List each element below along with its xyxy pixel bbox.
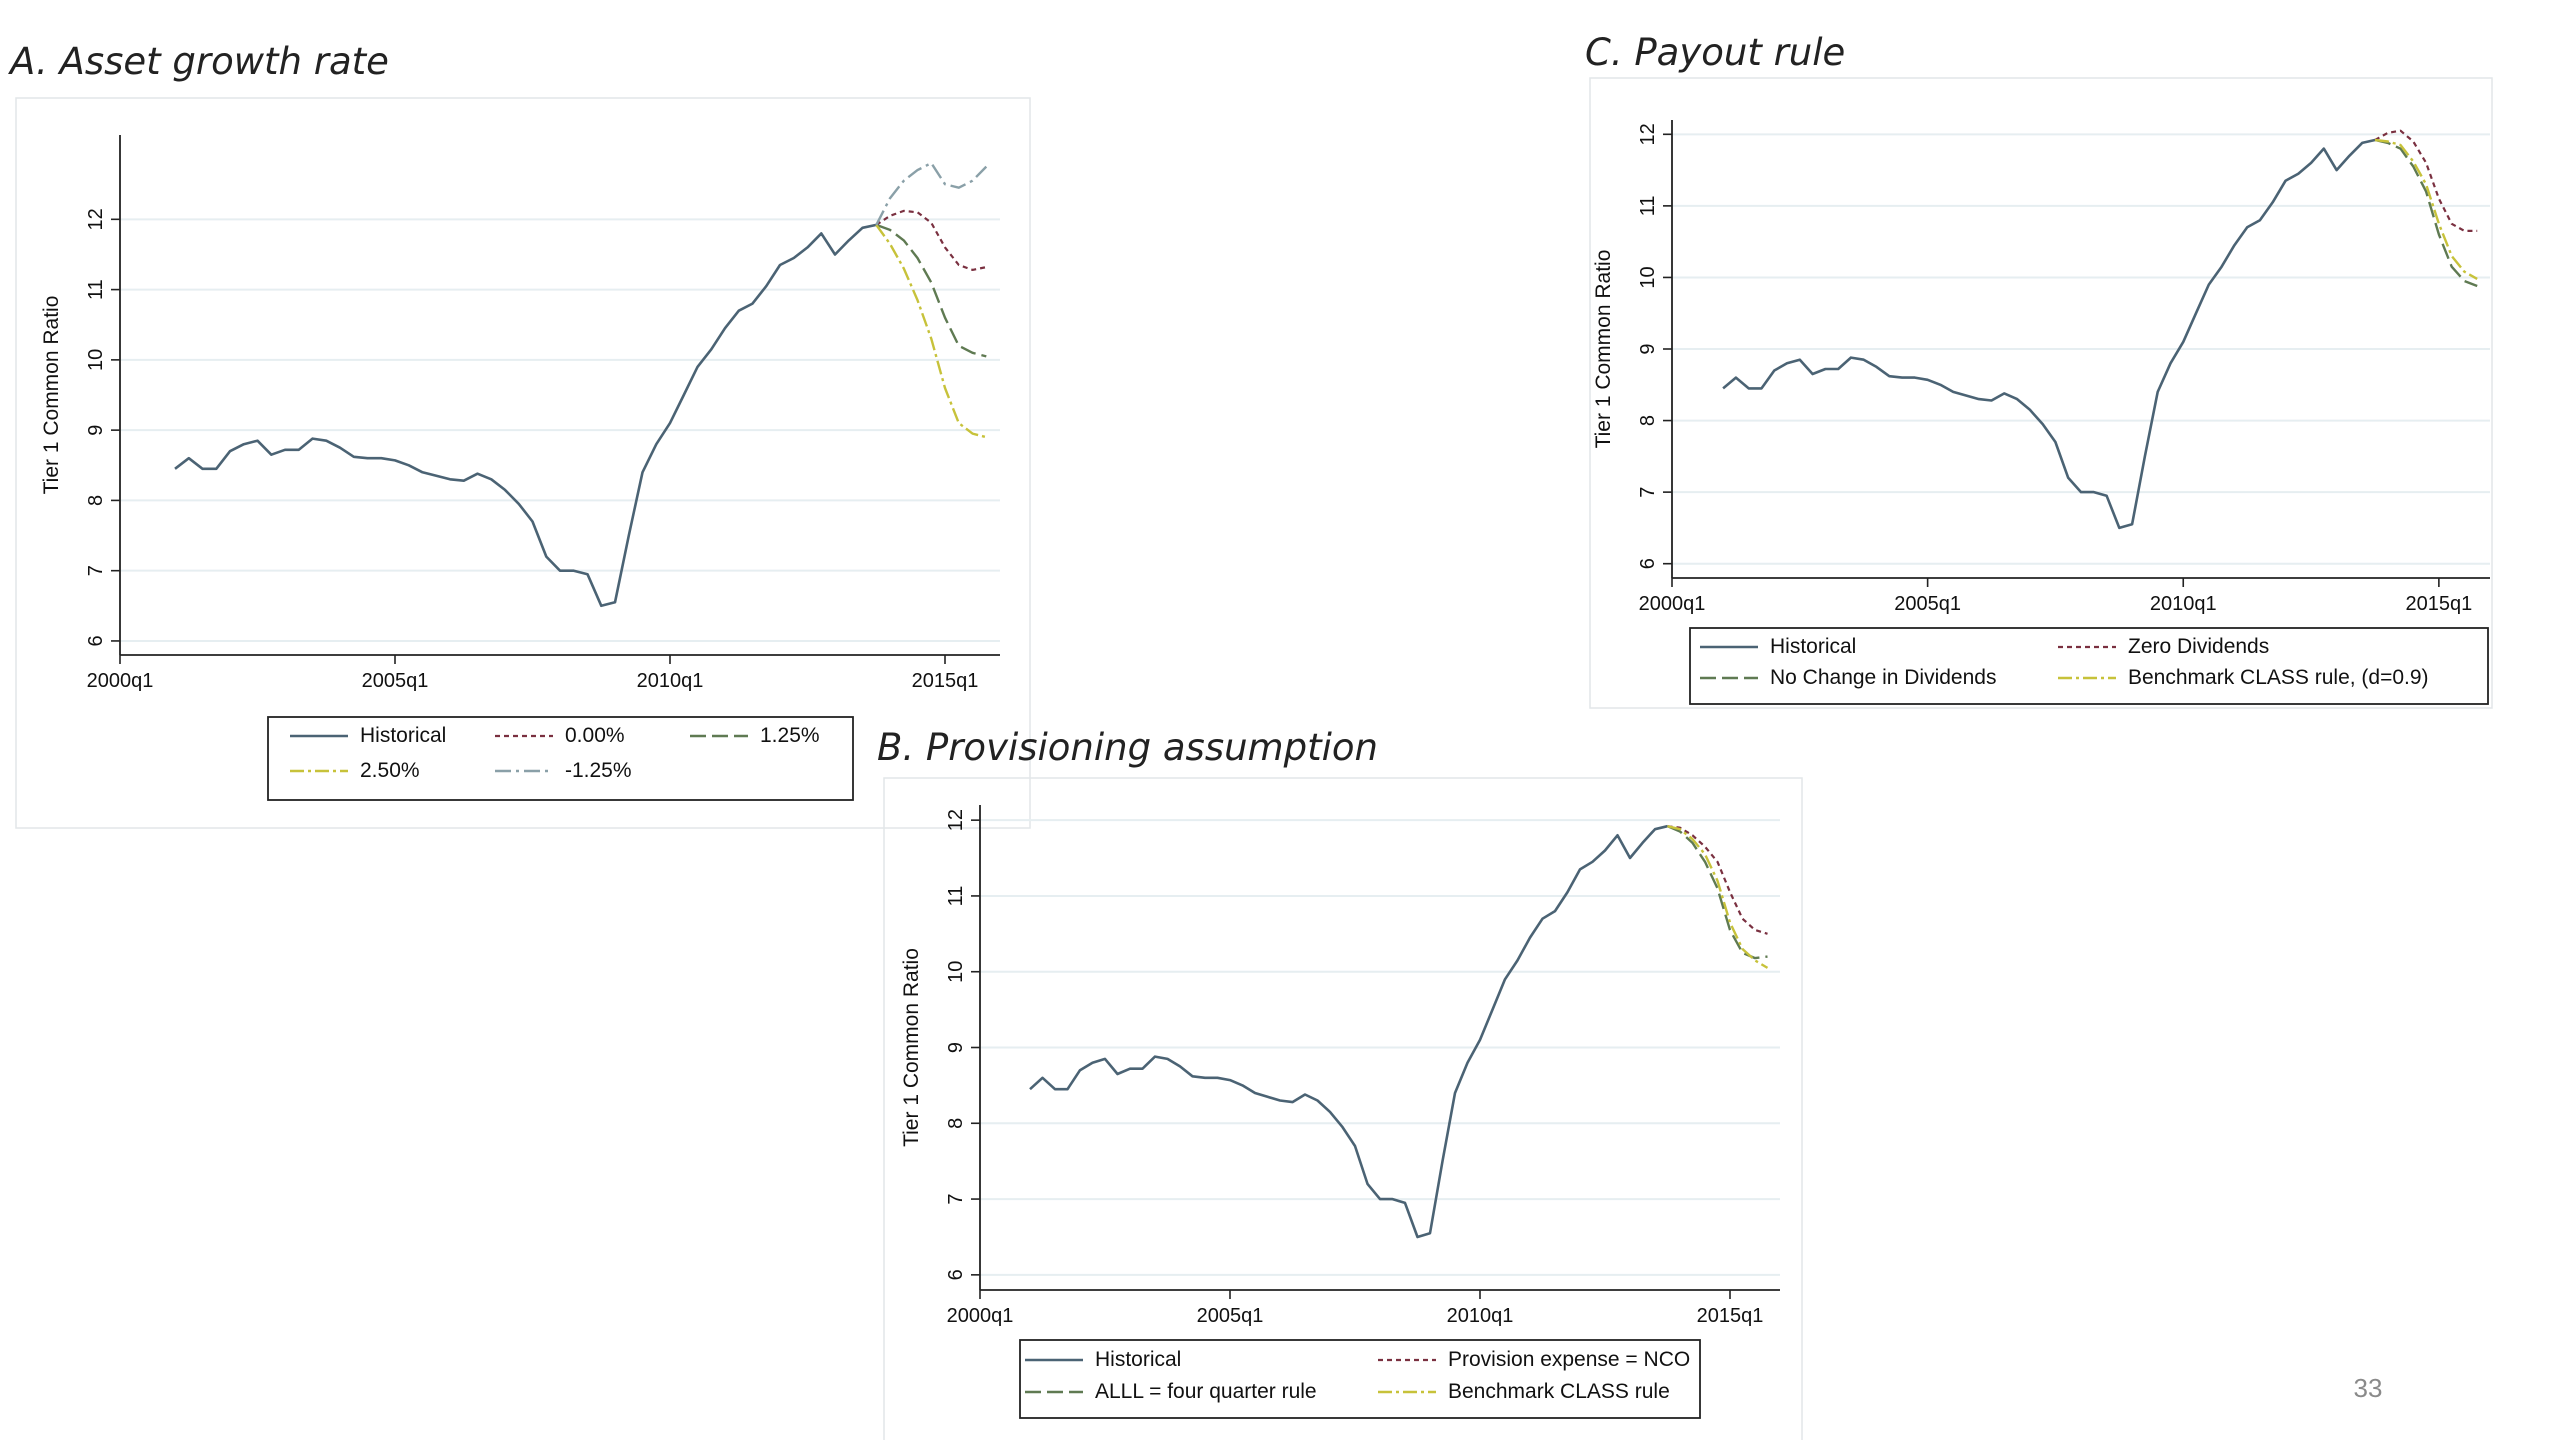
legend-label: No Change in Dividends xyxy=(1770,666,1996,689)
chart-title: C. Payout rule xyxy=(1585,31,1845,74)
series-line-3 xyxy=(875,224,987,439)
y-tick-label: 6 xyxy=(1637,558,1659,569)
legend-box xyxy=(1019,1339,1701,1419)
series-line-1 xyxy=(2374,129,2478,232)
x-tick-label: 2010q1 xyxy=(637,670,704,692)
y-tick-label: 10 xyxy=(945,961,967,983)
series-line-3 xyxy=(1667,825,1769,969)
legend-label: Historical xyxy=(1095,1348,1181,1371)
x-tick-label: 2005q1 xyxy=(362,670,429,692)
y-axis-title: Tier 1 Common Ratio xyxy=(1592,250,1615,449)
series-line-2 xyxy=(1667,825,1768,960)
x-tick-label: 2010q1 xyxy=(1447,1305,1514,1327)
x-tick-label: 2000q1 xyxy=(947,1305,1014,1327)
chart-title: A. Asset growth rate xyxy=(8,40,389,83)
y-tick-label: 8 xyxy=(85,495,107,506)
series-line-historical xyxy=(174,223,877,608)
series-line-2 xyxy=(2374,138,2478,288)
legend-label: 2.50% xyxy=(360,759,420,782)
legend-label: Historical xyxy=(360,724,446,747)
x-tick-label: 2015q1 xyxy=(1697,1305,1764,1327)
y-tick-label: 6 xyxy=(85,635,107,646)
series-line-historical xyxy=(1722,138,2376,530)
y-tick-label: 11 xyxy=(945,886,967,907)
y-axis-title: Tier 1 Common Ratio xyxy=(40,296,63,495)
y-tick-label: 10 xyxy=(85,349,107,371)
x-tick-label: 2015q1 xyxy=(912,670,979,692)
legend-box xyxy=(1689,627,2489,705)
y-tick-label: 9 xyxy=(945,1042,967,1053)
panel-provisioning-assumption: B. Provisioning assumption 6 7 8 9 10 11 12 2000… xyxy=(877,726,1803,1440)
series-line-3 xyxy=(2374,138,2478,280)
panel-asset-growth-rate: A. Asset growth rate 6 7 8 9 10 11 12 2000q1 2005… xyxy=(8,40,1031,829)
y-tick-label: 12 xyxy=(1637,123,1659,145)
y-tick-label: 11 xyxy=(1637,195,1659,216)
x-tick-label: 2000q1 xyxy=(1639,593,1706,615)
y-tick-label: 8 xyxy=(1637,415,1659,426)
series-line-2 xyxy=(875,223,987,358)
legend-label: Provision expense = NCO xyxy=(1448,1348,1690,1371)
x-tick-label: 2005q1 xyxy=(1197,1305,1264,1327)
y-tick-label: 9 xyxy=(1637,343,1659,354)
y-tick-label: 7 xyxy=(945,1194,967,1205)
y-tick-label: 7 xyxy=(85,565,107,576)
y-axis-title: Tier 1 Common Ratio xyxy=(900,948,923,1147)
panel-payout-rule: C. Payout rule 6 7 8 9 10 11 12 2000q1 2005q1 2010… xyxy=(1585,31,2493,709)
x-tick-label: 2015q1 xyxy=(2406,593,2473,615)
y-tick-label: 11 xyxy=(85,279,107,300)
y-tick-label: 10 xyxy=(1637,266,1659,288)
legend-label: -1.25% xyxy=(565,759,632,782)
legend-label: 1.25% xyxy=(760,724,820,747)
graph-frame xyxy=(883,777,1803,1440)
page-number: 33 xyxy=(2354,1373,2383,1403)
x-tick-label: 2010q1 xyxy=(2150,593,2217,615)
x-tick-label: 2000q1 xyxy=(87,670,154,692)
series-line-1 xyxy=(1667,825,1768,935)
series-line-4 xyxy=(875,161,988,226)
legend-label: Benchmark CLASS rule, (d=0.9) xyxy=(2128,666,2429,689)
legend-label: 0.00% xyxy=(565,724,625,747)
chart-title: B. Provisioning assumption xyxy=(877,726,1378,769)
legend-label: ALLL = four quarter rule xyxy=(1095,1380,1317,1403)
y-tick-label: 6 xyxy=(945,1269,967,1280)
legend-box xyxy=(267,716,854,801)
series-line-1 xyxy=(875,209,987,271)
y-tick-label: 12 xyxy=(945,809,967,831)
legend-label: Zero Dividends xyxy=(2128,635,2269,658)
y-tick-label: 8 xyxy=(945,1118,967,1129)
y-tick-label: 9 xyxy=(85,425,107,436)
y-tick-label: 7 xyxy=(1637,487,1659,498)
x-tick-label: 2005q1 xyxy=(1894,593,1961,615)
legend-label: Benchmark CLASS rule xyxy=(1448,1380,1670,1403)
y-tick-label: 12 xyxy=(85,208,107,230)
graph-frame xyxy=(15,97,1031,829)
legend-label: Historical xyxy=(1770,635,1856,658)
graph-frame xyxy=(1589,77,2493,709)
series-line-historical xyxy=(1029,824,1668,1239)
